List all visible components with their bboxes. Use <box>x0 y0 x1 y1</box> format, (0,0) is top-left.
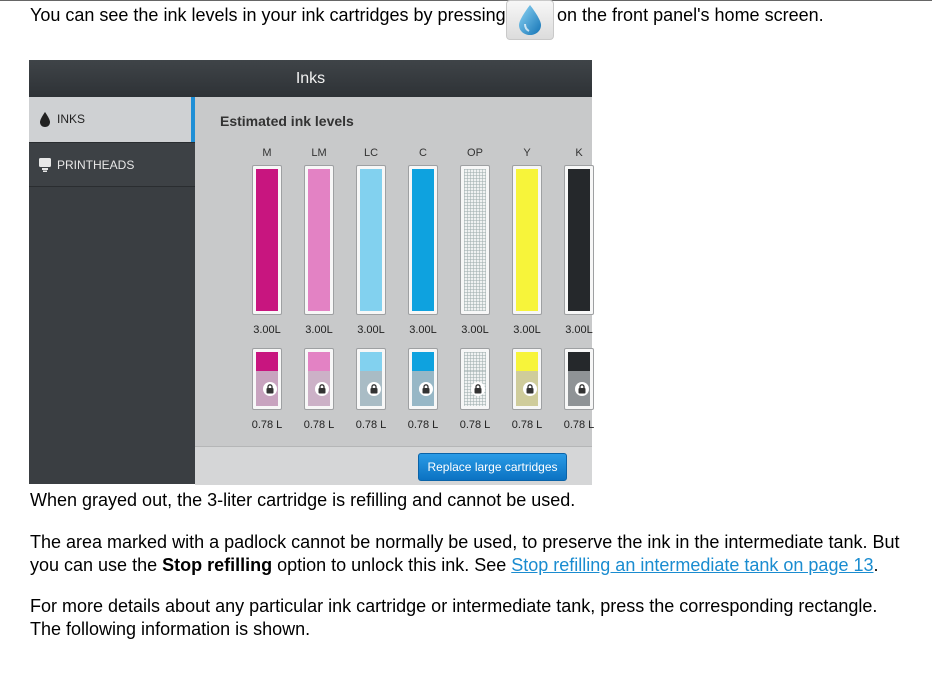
padlock-icon <box>419 382 433 396</box>
tank-ink-level <box>256 352 278 371</box>
intermediate-tank-m[interactable] <box>252 348 282 410</box>
intro-text-before: You can see the ink levels in your ink c… <box>30 5 506 25</box>
cartridge-volume: 3.00L <box>357 324 385 336</box>
cartridge-ink-level <box>464 169 486 311</box>
top-rule <box>0 0 932 1</box>
cartridge-volume: 3.00L <box>305 324 333 336</box>
intro-text-after: on the front panel's home screen. <box>557 5 824 25</box>
tank-volume: 0.78 L <box>251 419 283 431</box>
tank-ink-level <box>360 352 382 371</box>
padlock-icon <box>471 382 485 396</box>
ink-label: LC <box>363 147 379 159</box>
ink-cartridge-k[interactable] <box>564 165 594 315</box>
ink-label: OP <box>467 147 483 159</box>
sidebar-item-label: PRINTHEADS <box>57 158 135 172</box>
padlock-icon <box>523 382 537 396</box>
ink-cartridge-lm[interactable] <box>304 165 334 315</box>
cartridge-volume: 3.00L <box>253 324 281 336</box>
locked-reserve-area <box>256 371 278 406</box>
caption-text: When grayed out, the 3-liter cartridge i… <box>30 490 576 510</box>
tank-ink-level <box>516 352 538 371</box>
intermediate-tank-op[interactable] <box>460 348 490 410</box>
locked-reserve-area <box>412 371 434 406</box>
intermediate-tank-lc[interactable] <box>356 348 386 410</box>
ink-cartridge-lc[interactable] <box>356 165 386 315</box>
cartridge-ink-level <box>308 169 330 311</box>
sidebar-item-label: INKS <box>57 112 86 126</box>
tank-volume: 0.78 L <box>563 419 595 431</box>
tank-ink-level <box>568 352 590 371</box>
intermediate-tank-c[interactable] <box>408 348 438 410</box>
ink-label: C <box>419 147 427 159</box>
panel-footer: Replace large cartridges <box>195 446 592 485</box>
stop-refilling-label: Stop refilling <box>162 555 273 575</box>
padlock-icon <box>315 382 329 396</box>
front-panel-screenshot: Inks INKS PRINTHEADS Estimated ink level… <box>29 60 594 485</box>
stop-refilling-link[interactable]: Stop refilling an intermediate tank on p… <box>511 555 874 575</box>
cartridge-volume: 3.00L <box>513 324 541 336</box>
sidebar-item-printheads[interactable]: PRINTHEADS <box>29 142 195 187</box>
padlock-paragraph: The area marked with a padlock cannot be… <box>30 531 910 577</box>
ink-droplet-button[interactable] <box>506 0 554 40</box>
sidebar: INKS PRINTHEADS <box>29 97 195 484</box>
tank-volume: 0.78 L <box>303 419 335 431</box>
ink-label: M <box>262 147 272 159</box>
ink-label: K <box>575 147 583 159</box>
tank-volume: 0.78 L <box>511 419 543 431</box>
cartridge-ink-level <box>360 169 382 311</box>
locked-reserve-area <box>464 371 486 406</box>
cartridge-volume: 3.00L <box>565 324 593 336</box>
panel-title: Inks <box>29 60 592 97</box>
cartridge-ink-level <box>568 169 590 311</box>
tank-volume: 0.78 L <box>407 419 439 431</box>
ink-cartridge-c[interactable] <box>408 165 438 315</box>
tank-ink-level <box>464 352 486 371</box>
sidebar-item-inks[interactable]: INKS <box>29 97 195 142</box>
intro-text: You can see the ink levels in your ink c… <box>30 4 910 27</box>
ink-levels-area: Estimated ink levels M 3.00L 0.78 L LM 3.00L… <box>195 97 594 485</box>
ink-label: Y <box>523 147 531 159</box>
padlock-icon <box>367 382 381 396</box>
tank-ink-level <box>412 352 434 371</box>
ink-droplet-icon <box>519 5 541 35</box>
replace-large-cartridges-button[interactable]: Replace large cartridges <box>418 453 567 481</box>
printhead-icon <box>39 158 51 172</box>
cartridge-ink-level <box>412 169 434 311</box>
ink-label: LM <box>311 147 327 159</box>
ink-drop-icon <box>40 112 50 127</box>
intermediate-tank-k[interactable] <box>564 348 594 410</box>
ink-cartridge-y[interactable] <box>512 165 542 315</box>
para2-text-1: The area marked with a padlock cannot be… <box>30 532 900 575</box>
locked-reserve-area <box>516 371 538 406</box>
tank-volume: 0.78 L <box>459 419 491 431</box>
para2-text-2: option to unlock this ink. See <box>272 555 512 575</box>
padlock-icon <box>575 382 589 396</box>
locked-reserve-area <box>360 371 382 406</box>
details-paragraph: For more details about any particular in… <box>30 596 878 639</box>
intermediate-tank-y[interactable] <box>512 348 542 410</box>
cartridge-volume: 3.00L <box>461 324 489 336</box>
cartridge-volume: 3.00L <box>409 324 437 336</box>
selection-indicator <box>191 97 195 142</box>
tank-ink-level <box>308 352 330 371</box>
ink-cartridge-op[interactable] <box>460 165 490 315</box>
para2-text-3: . <box>873 555 879 575</box>
locked-reserve-area <box>568 371 590 406</box>
intermediate-tank-lm[interactable] <box>304 348 334 410</box>
tank-volume: 0.78 L <box>355 419 387 431</box>
cartridge-ink-level <box>256 169 278 311</box>
ink-cartridge-m[interactable] <box>252 165 282 315</box>
padlock-icon <box>263 382 277 396</box>
content-title: Estimated ink levels <box>220 113 354 129</box>
cartridge-ink-level <box>516 169 538 311</box>
locked-reserve-area <box>308 371 330 406</box>
